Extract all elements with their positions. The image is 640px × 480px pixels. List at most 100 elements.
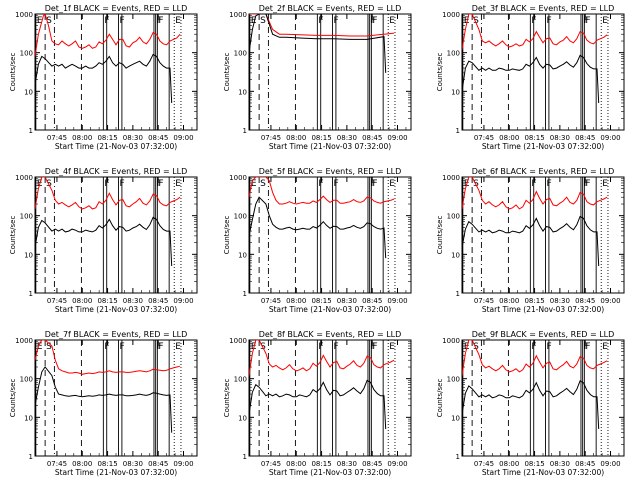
panel-det-5: Det_5f BLACK = Events, RED = LLD 1 10 100 10… — [223, 167, 412, 314]
x-tick-label: 08:45 — [575, 134, 595, 142]
x-axis-label: Start Time (21-Nov-03 07:32:00) — [482, 305, 604, 314]
y-axis-label: Counts/sec — [9, 53, 17, 92]
marker-label: F — [372, 179, 377, 189]
plot-frame — [248, 339, 412, 457]
y-axis-label: Counts/sec — [436, 53, 444, 92]
x-tick-label: 08:45 — [362, 134, 382, 142]
y-tick-label: 1 — [243, 127, 247, 135]
x-tick-label: 07:45 — [47, 297, 67, 305]
marker-label: F — [157, 179, 162, 189]
x-tick-label: 08:15 — [97, 460, 117, 468]
panel-det-8: Det_8f BLACK = Events, RED = LLD 1 10 100 10… — [223, 330, 412, 477]
x-tick-label: 08:45 — [575, 460, 595, 468]
x-tick-label: 08:00 — [286, 460, 306, 468]
x-tick-label: 08:30 — [337, 460, 357, 468]
x-tick-label: 09:00 — [600, 297, 620, 305]
marker-label: E — [389, 342, 395, 352]
y-tick-label: 1 — [456, 127, 460, 135]
x-tick-label: 08:00 — [499, 297, 519, 305]
x-tick-label: 07:45 — [261, 297, 281, 305]
x-tick-label: 08:45 — [148, 297, 168, 305]
x-tick-label: 08:15 — [524, 134, 544, 142]
x-tick-label: 08:00 — [286, 297, 306, 305]
marker-label: F — [585, 16, 590, 26]
x-axis-label: Start Time (21-Nov-03 07:32:00) — [269, 468, 391, 477]
marker-label: E — [602, 16, 608, 26]
y-tick-label: 100 — [447, 50, 460, 58]
panel-title: Det_8f BLACK = Events, RED = LLD — [259, 330, 402, 339]
marker-label: S — [260, 16, 266, 26]
y-tick-label: 100 — [20, 376, 33, 384]
x-tick-label: 09:00 — [173, 297, 193, 305]
y-tick-label: 1 — [456, 290, 460, 298]
y-axis-label: Counts/sec — [223, 53, 231, 92]
y-tick-label: 1 — [243, 453, 247, 461]
x-axis-label: Start Time (21-Nov-03 07:32:00) — [55, 142, 177, 151]
y-tick-label: 1000 — [15, 174, 33, 182]
x-tick-label: 08:45 — [148, 134, 168, 142]
panel-title: Det_7f BLACK = Events, RED = LLD — [45, 330, 188, 339]
marker-label: S — [473, 16, 479, 26]
marker-label: E — [37, 342, 43, 352]
x-tick-label: 08:30 — [337, 134, 357, 142]
marker-label: E — [175, 16, 181, 26]
panel-det-6: Det_6f BLACK = Events, RED = LLD 1 10 100 10… — [436, 167, 625, 314]
marker-label: E — [389, 16, 395, 26]
events-series-line — [35, 53, 173, 104]
x-tick-label: 08:30 — [337, 297, 357, 305]
events-series-line — [35, 366, 173, 433]
lld-series-line — [249, 14, 395, 37]
x-tick-label: 08:15 — [311, 134, 331, 142]
y-tick-label: 1 — [243, 290, 247, 298]
marker-label: F — [585, 179, 590, 189]
panel-title: Det_6f BLACK = Events, RED = LLD — [472, 167, 615, 176]
y-tick-label: 100 — [20, 213, 33, 221]
plot-frame — [461, 13, 625, 131]
x-tick-label: 08:00 — [72, 134, 92, 142]
y-tick-label: 1 — [456, 453, 460, 461]
y-axis-label: Counts/sec — [9, 216, 17, 255]
marker-label: E — [175, 179, 181, 189]
panel-title: Det_1f BLACK = Events, RED = LLD — [45, 4, 188, 13]
y-tick-label: 100 — [447, 376, 460, 384]
y-tick-label: 1 — [29, 127, 33, 135]
plot-frame — [248, 13, 412, 131]
x-tick-label: 08:30 — [550, 297, 570, 305]
y-tick-label: 10 — [451, 88, 460, 96]
x-axis-label: Start Time (21-Nov-03 07:32:00) — [269, 305, 391, 314]
marker-label: F — [584, 179, 589, 189]
marker-label: E — [602, 179, 608, 189]
y-tick-label: 1000 — [442, 11, 460, 19]
panel-title: Det_3f BLACK = Events, RED = LLD — [472, 4, 615, 13]
plot-frame — [34, 13, 198, 131]
x-tick-label: 09:00 — [387, 134, 407, 142]
x-tick-label: 08:00 — [286, 134, 306, 142]
x-tick-label: 08:30 — [123, 134, 143, 142]
marker-label: E — [602, 342, 608, 352]
y-tick-label: 10 — [451, 414, 460, 422]
x-axis-label: Start Time (21-Nov-03 07:32:00) — [482, 142, 604, 151]
y-tick-label: 10 — [451, 251, 460, 259]
x-tick-label: 08:15 — [311, 297, 331, 305]
x-tick-label: 08:45 — [148, 460, 168, 468]
marker-label: F — [371, 342, 376, 352]
y-tick-label: 10 — [24, 251, 33, 259]
x-tick-label: 09:00 — [387, 297, 407, 305]
lld-series-line — [462, 340, 608, 376]
events-series-line — [462, 380, 600, 430]
x-axis-label: Start Time (21-Nov-03 07:32:00) — [269, 142, 391, 151]
events-series-line — [462, 215, 600, 267]
events-series-line — [249, 379, 387, 430]
events-series-line — [249, 196, 387, 259]
y-axis-label: Counts/sec — [436, 379, 444, 418]
panel-det-3: Det_3f BLACK = Events, RED = LLD 1 10 100 10… — [436, 4, 625, 151]
marker-label: F — [371, 16, 376, 26]
x-tick-label: 07:45 — [47, 460, 67, 468]
x-tick-label: 08:45 — [362, 460, 382, 468]
y-axis-label: Counts/sec — [223, 216, 231, 255]
x-tick-label: 08:45 — [362, 297, 382, 305]
marker-label: F — [585, 342, 590, 352]
panel-det-4: Det_4f BLACK = Events, RED = LLD 1 10 100 10… — [9, 167, 198, 314]
lld-series-line — [249, 340, 395, 376]
